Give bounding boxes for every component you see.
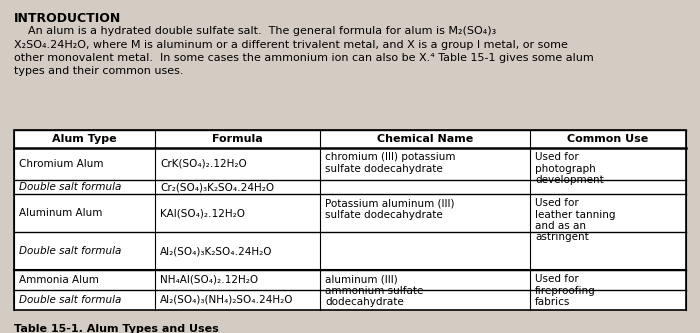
- Text: sulfate dodecahydrate: sulfate dodecahydrate: [325, 164, 442, 173]
- Text: aluminum (III): aluminum (III): [325, 274, 398, 284]
- Text: X₂SO₄․24H₂O, where M is aluminum or a different trivalent metal, and X is a grou: X₂SO₄․24H₂O, where M is aluminum or a di…: [14, 40, 568, 50]
- Text: Table 15-1. Alum Types and Uses: Table 15-1. Alum Types and Uses: [14, 324, 218, 333]
- Text: Aluminum Alum: Aluminum Alum: [19, 208, 102, 218]
- Text: fireproofing: fireproofing: [535, 285, 596, 295]
- Text: Used for: Used for: [535, 198, 579, 208]
- Text: and as an: and as an: [535, 221, 586, 231]
- Text: dodecahydrate: dodecahydrate: [325, 297, 404, 307]
- Text: Used for: Used for: [535, 152, 579, 162]
- Text: Alum Type: Alum Type: [52, 134, 117, 144]
- Text: ammonium sulfate: ammonium sulfate: [325, 285, 424, 295]
- Text: CrK(SO₄)₂․12H₂O: CrK(SO₄)₂․12H₂O: [160, 159, 246, 169]
- Text: Formula: Formula: [212, 134, 263, 144]
- Text: leather tanning: leather tanning: [535, 209, 615, 219]
- Text: Ammonia Alum: Ammonia Alum: [19, 275, 99, 285]
- Text: Al₂(SO₄)₃K₂SO₄․24H₂O: Al₂(SO₄)₃K₂SO₄․24H₂O: [160, 246, 272, 256]
- Text: chromium (III) potassium: chromium (III) potassium: [325, 152, 456, 162]
- Text: other monovalent metal.  In some cases the ammonium ion can also be X.⁴ Table 15: other monovalent metal. In some cases th…: [14, 53, 594, 63]
- Text: sulfate dodecahydrate: sulfate dodecahydrate: [325, 209, 442, 219]
- Bar: [14, 130, 686, 310]
- Text: KAl(SO₄)₂․12H₂O: KAl(SO₄)₂․12H₂O: [160, 208, 245, 218]
- Text: fabrics: fabrics: [535, 297, 570, 307]
- Text: Chromium Alum: Chromium Alum: [19, 159, 104, 169]
- Text: Common Use: Common Use: [568, 134, 649, 144]
- Text: Cr₂(SO₄)₃K₂SO₄․24H₂O: Cr₂(SO₄)₃K₂SO₄․24H₂O: [160, 182, 274, 192]
- Text: astringent: astringent: [535, 232, 589, 242]
- Text: photograph: photograph: [535, 164, 596, 173]
- Text: Double salt formula: Double salt formula: [19, 246, 121, 256]
- Text: types and their common uses.: types and their common uses.: [14, 67, 183, 77]
- Text: Chemical Name: Chemical Name: [377, 134, 473, 144]
- Text: Potassium aluminum (III): Potassium aluminum (III): [325, 198, 454, 208]
- Text: An alum is a hydrated double sulfate salt.  The general formula for alum is M₂(S: An alum is a hydrated double sulfate sal…: [14, 26, 496, 36]
- Text: Al₂(SO₄)₃(NH₄)₂SO₄․24H₂O: Al₂(SO₄)₃(NH₄)₂SO₄․24H₂O: [160, 295, 293, 305]
- Text: development: development: [535, 175, 603, 185]
- Text: Used for: Used for: [535, 274, 579, 284]
- Text: INTRODUCTION: INTRODUCTION: [14, 12, 121, 25]
- Bar: [14, 130, 686, 310]
- Text: NH₄Al(SO₄)₂․12H₂O: NH₄Al(SO₄)₂․12H₂O: [160, 275, 258, 285]
- Text: Double salt formula: Double salt formula: [19, 182, 121, 192]
- Text: Double salt formula: Double salt formula: [19, 295, 121, 305]
